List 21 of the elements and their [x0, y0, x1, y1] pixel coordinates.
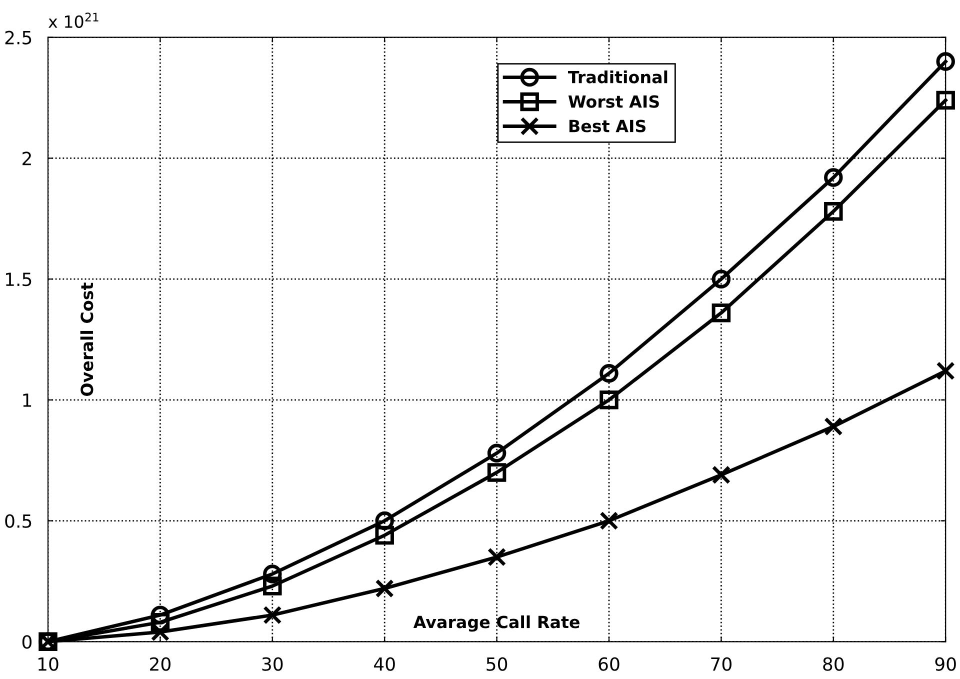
legend-label: Best AIS: [569, 120, 646, 132]
y-tick-label: 2: [22, 152, 31, 166]
y-tick-label: 0: [22, 635, 32, 649]
x-tick-label: 80: [823, 657, 844, 671]
text: x 10$^{21}$: [48, 12, 98, 28]
legend-label: Worst AIS: [568, 95, 659, 108]
y-tick-label: 0.5: [5, 514, 32, 528]
x-tick-label: 90: [935, 657, 956, 671]
legend-label: Traditional: [568, 70, 668, 84]
x-tick-label: 60: [598, 657, 620, 671]
x-tick-label: 30: [262, 657, 283, 671]
y-tick-label: 1.5: [6, 272, 32, 286]
y-axis-title: Overall Cost: [80, 282, 94, 396]
y-tick-label: 1: [23, 394, 32, 407]
x-tick-label: 50: [486, 657, 508, 671]
y-tick-label: 2.5: [5, 30, 32, 44]
x-tick-label: 70: [711, 657, 732, 671]
x-tick-label: 10: [38, 657, 58, 671]
x-tick-label: 40: [374, 657, 395, 671]
x-tick-label: 20: [150, 657, 170, 671]
x-axis-title: Avarage Call Rate: [413, 615, 580, 632]
